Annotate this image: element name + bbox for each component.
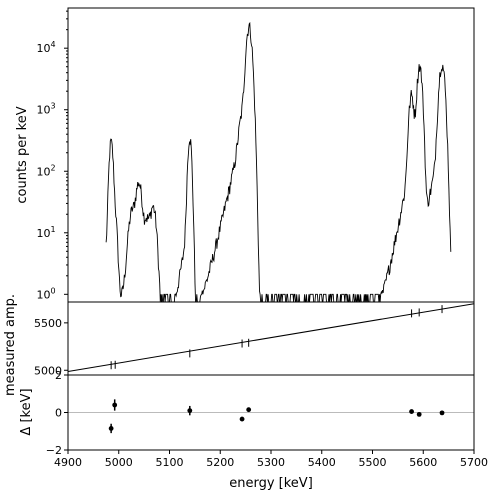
spectrum-y-axis-label: counts per keV (15, 106, 30, 203)
calibration-frame (67, 301, 475, 376)
spectrum-plot-area (105, 21, 452, 303)
x-tick-label: 5400 (308, 456, 336, 469)
residual-point (187, 408, 193, 414)
x-tick-label: 5600 (409, 456, 437, 469)
residuals-x-ticks: 4900 5000 5100 5200 5300 5400 5500 5600 5700 (54, 450, 488, 469)
spectrum-y-tick-label: 103 (36, 102, 55, 117)
residual-point (246, 407, 252, 413)
x-tick-label: 5200 (206, 456, 234, 469)
calibration-panel: 5000 5500 measured amp. (3, 294, 475, 396)
residuals-y-ticks: −2 0 2 (46, 369, 68, 457)
residuals-panel: −2 0 2 4900 5000 5100 5200 5300 5400 5500 5600 570… (19, 369, 488, 491)
residual-point (239, 416, 245, 422)
x-tick-label: 4900 (54, 456, 82, 469)
spectrum-y-tick-label: 104 (36, 40, 55, 55)
calibration-y-axis-label: measured amp. (3, 294, 18, 396)
spectrum-line (105, 21, 452, 303)
calibration-y-tick-label: 5500 (34, 317, 62, 330)
residuals-y-tick-label: −2 (46, 444, 62, 457)
calibration-fit-line (67, 303, 475, 372)
x-tick-label: 5300 (257, 456, 285, 469)
residual-point (409, 409, 414, 414)
x-axis-label: energy [keV] (229, 476, 313, 491)
residual-point (439, 410, 445, 416)
calibration-plot-area (67, 303, 475, 372)
spectrum-y-tick-label: 100 (36, 286, 55, 301)
calibration-y-ticks: 5000 5500 (34, 317, 68, 377)
residuals-frame (67, 374, 475, 451)
x-tick-label: 5700 (460, 456, 488, 469)
spectrum-panel: 100 101 102 103 104 counts per keV (15, 7, 475, 303)
calibration-y-tick-label: 5000 (34, 364, 62, 377)
spectrum-y-tick-label: 102 (36, 163, 55, 178)
spectrum-frame (67, 7, 475, 303)
spectrum-y-ticks: 100 101 102 103 104 (36, 10, 68, 301)
x-tick-label: 5500 (359, 456, 387, 469)
residuals-plot-area (108, 399, 445, 434)
spectrum-y-tick-label: 101 (36, 225, 55, 240)
x-tick-label: 5100 (156, 456, 184, 469)
residuals-y-tick-label: 2 (55, 369, 62, 382)
residuals-y-axis-label: Δ [keV] (19, 388, 34, 435)
residuals-y-tick-label: 0 (55, 407, 62, 420)
residual-point (108, 426, 114, 431)
residual-point (416, 411, 422, 417)
x-tick-label: 5000 (105, 456, 133, 469)
residual-point (112, 402, 118, 408)
